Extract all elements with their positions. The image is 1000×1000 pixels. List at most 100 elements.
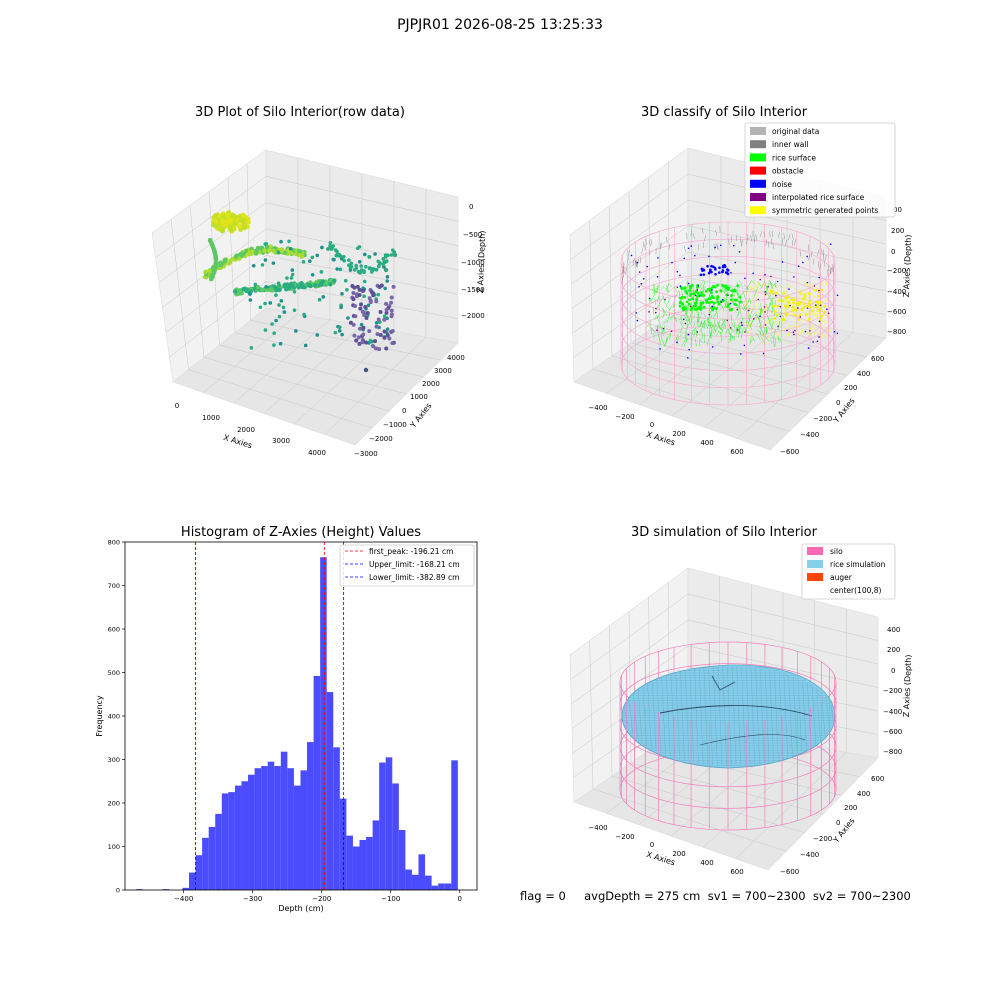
classified-point [710,306,714,310]
classified-stroke [772,337,775,348]
histogram-bar [392,783,399,890]
classified-point [684,322,687,325]
classified-point [807,302,810,306]
classify-x-tick: −400 [588,404,607,412]
classified-stroke [716,243,718,250]
data-point [363,304,368,309]
classified-stroke [821,294,825,299]
rice-mesh-line [708,666,713,766]
raw-y-tick: 4000 [447,354,465,362]
classified-stroke [790,312,795,317]
simulation-chart-title: 3D simulation of Silo Interior [631,525,818,540]
classified-point [729,327,732,329]
classified-point [727,303,731,306]
classified-stroke [757,329,763,336]
classified-point [706,264,709,268]
classified-stroke [743,302,748,310]
data-point [364,316,369,321]
classified-stroke [663,326,665,336]
classified-stroke [662,339,666,348]
data-point [332,278,337,283]
classified-stroke [697,316,701,324]
classify-z-tick: 00 [893,206,902,214]
classified-point [818,276,820,279]
classified-point [702,273,706,276]
classified-stroke [791,233,794,240]
classified-point [694,294,697,297]
rice-mesh-line [727,665,732,767]
classified-point [701,301,705,304]
classified-stroke [819,281,824,286]
classified-point [729,302,732,305]
classified-point [786,329,788,332]
classified-stroke [700,321,702,327]
classified-point [640,282,643,285]
rice-mesh-line [666,675,671,757]
classified-stroke [758,321,762,327]
data-point [337,329,342,333]
data-point [341,254,346,259]
sim-x-tick: −400 [588,824,607,832]
histogram-bar [405,869,412,890]
classified-stroke [625,267,627,274]
histogram-bar [162,889,169,890]
classified-stroke [760,303,763,313]
histogram-y-tick-label: 700 [108,582,120,590]
classified-stroke [799,288,803,294]
classified-stroke [736,328,740,334]
sim-z-tick: 400 [887,626,900,634]
classified-stroke [823,319,825,324]
raw-data-3d-chart: 3D Plot of Silo Interior(row data) 0 100… [151,105,487,458]
classify-y-axis-label: Y Axies [831,396,857,425]
data-point [358,306,363,311]
classified-stroke [797,324,800,329]
classified-stroke [771,230,773,237]
classified-stroke [802,288,807,293]
histogram-bar [307,742,314,890]
data-point [348,320,353,325]
data-point [241,217,247,223]
classified-point [630,254,633,257]
classified-stroke [745,321,748,326]
classified-stroke [793,322,798,328]
data-point [382,314,387,319]
classified-stroke [706,314,711,323]
rice-mesh-line [736,666,741,766]
histogram-bar [372,820,380,890]
classified-point [792,331,795,333]
classified-stroke [707,319,712,329]
classified-stroke [813,294,816,299]
data-point [359,264,363,268]
data-point [328,282,333,287]
data-point [255,285,261,290]
classified-stroke [770,317,773,322]
classified-point [648,297,651,300]
classified-stroke [709,331,712,339]
classified-point [687,302,691,306]
histogram-bar [398,829,406,890]
data-point [263,301,267,306]
classified-point [638,271,641,273]
rice-mesh-line [821,692,826,740]
legend-swatch [807,560,823,568]
classified-stroke [718,319,721,324]
classified-stroke [707,316,710,327]
classified-point [689,305,692,308]
data-point [279,239,283,244]
classified-stroke [786,282,790,287]
classified-point [684,290,688,293]
classified-point [716,283,719,287]
sim-y-tick: 200 [844,804,857,812]
classified-point [815,300,819,304]
classified-point [818,336,820,338]
classified-stroke [727,305,732,311]
histogram-y-tick-label: 0 [116,887,120,895]
classified-point [726,272,730,276]
raw-y-tick: 0 [402,407,406,415]
sim-y-tick: 400 [857,790,870,798]
classified-point [799,316,802,318]
classified-point [689,286,693,290]
classified-stroke [819,323,824,329]
classified-stroke [717,322,721,330]
classified-point [764,290,767,293]
